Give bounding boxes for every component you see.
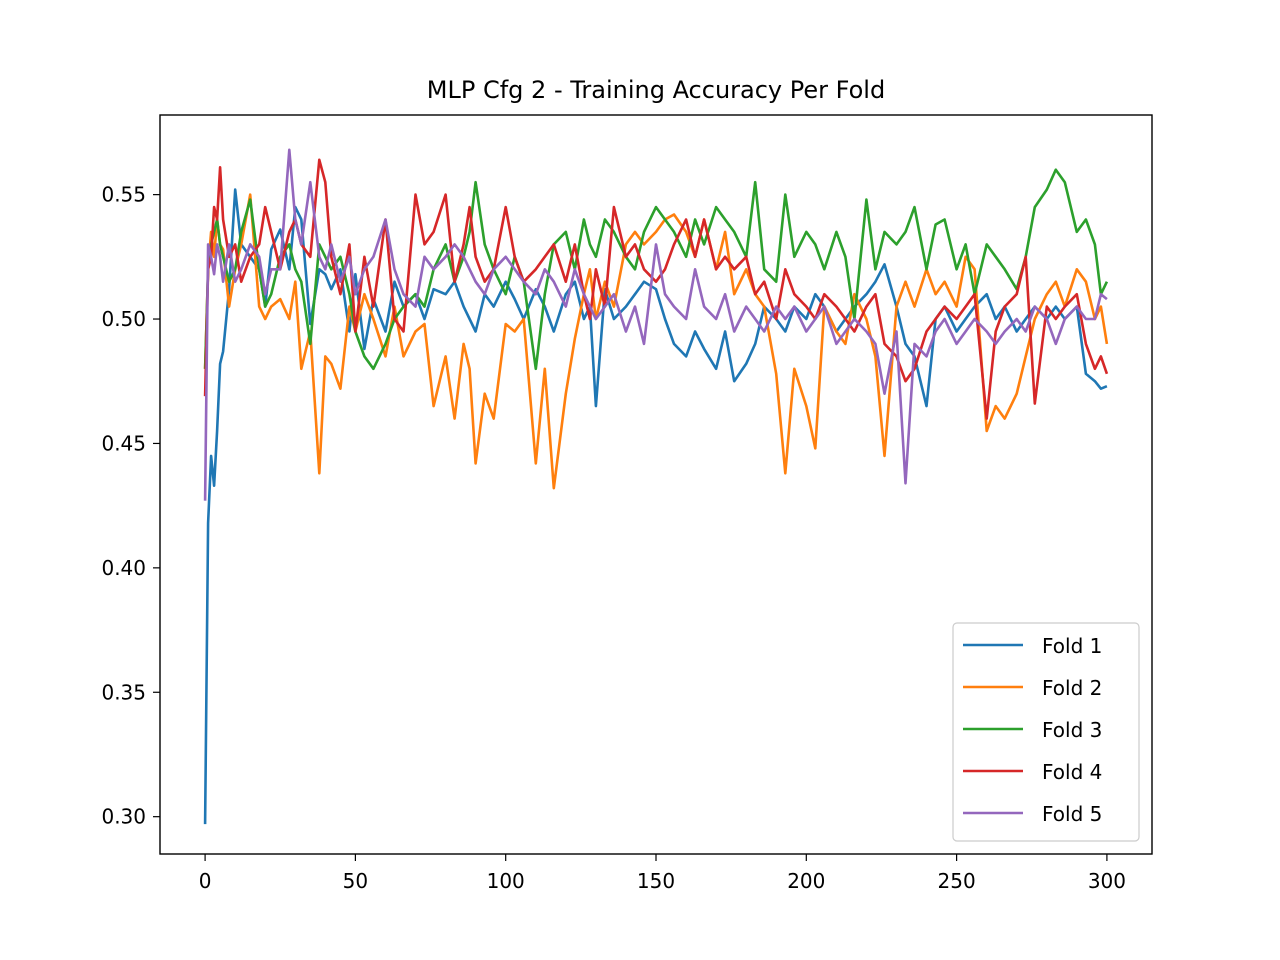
legend-label: Fold 5 — [1042, 802, 1102, 826]
legend-label: Fold 1 — [1042, 634, 1102, 658]
legend-label: Fold 2 — [1042, 676, 1102, 700]
x-tick-label: 100 — [487, 869, 525, 893]
legend-label: Fold 4 — [1042, 760, 1102, 784]
x-tick-label: 250 — [938, 869, 976, 893]
series-line-fold-5 — [203, 148, 1108, 501]
y-tick-label: 0.50 — [101, 307, 146, 331]
x-tick-label: 150 — [637, 869, 675, 893]
x-axis: 0 50 100 150 200 250 300 — [199, 854, 1126, 893]
legend-label: Fold 3 — [1042, 718, 1102, 742]
x-tick-label: 0 — [199, 869, 212, 893]
legend-box — [952, 622, 1140, 842]
x-tick-label: 300 — [1088, 869, 1126, 893]
y-tick-label: 0.45 — [101, 431, 146, 455]
y-tick-label: 0.30 — [101, 805, 146, 829]
legend: Fold 1 Fold 2 Fold 3 Fold 4 Fold 5 — [952, 622, 1140, 842]
chart-title: MLP Cfg 2 - Training Accuracy Per Fold — [427, 76, 885, 104]
series-group — [203, 148, 1109, 825]
y-tick-label: 0.55 — [101, 183, 146, 207]
series-line-fold-2 — [203, 193, 1109, 490]
x-tick-label: 200 — [787, 869, 825, 893]
y-axis: 0.30 0.35 0.40 0.45 0.50 0.55 — [101, 183, 160, 829]
x-tick-label: 50 — [343, 869, 368, 893]
y-tick-label: 0.40 — [101, 556, 146, 580]
y-tick-label: 0.35 — [101, 680, 146, 704]
series-line-fold-3 — [203, 168, 1109, 371]
